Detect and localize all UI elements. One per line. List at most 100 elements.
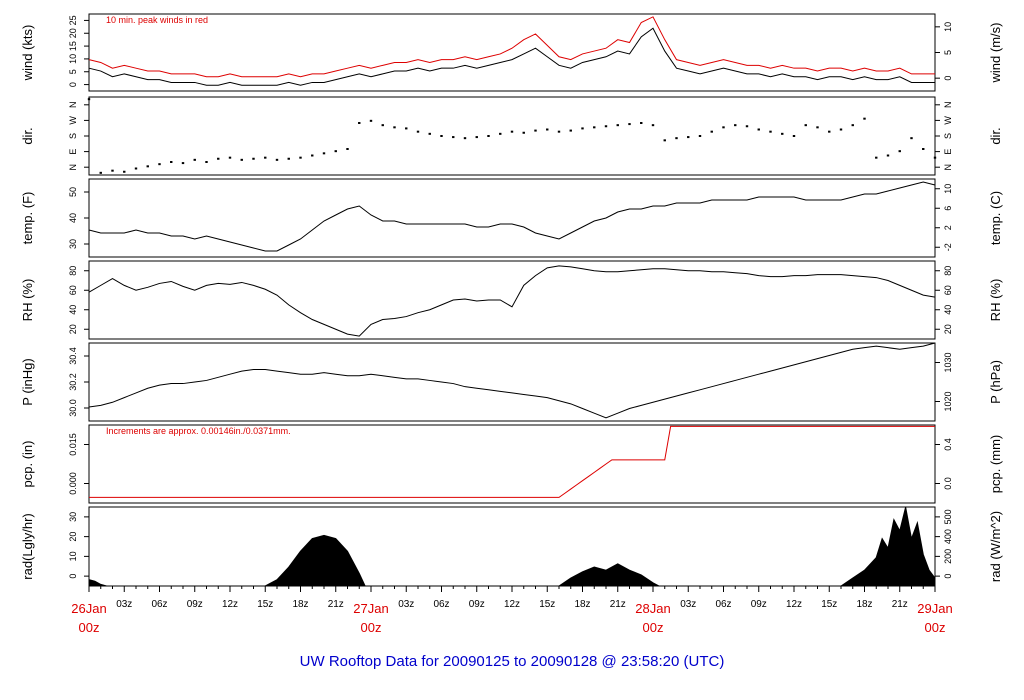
left-axis-label: dir. — [20, 127, 35, 144]
right-tick-label: 60 — [943, 285, 953, 295]
left-tick-label: 50 — [68, 187, 78, 197]
data-point — [440, 135, 443, 137]
left-tick-label: 30.0 — [68, 399, 78, 417]
hour-label: 15z — [539, 599, 555, 610]
series-line-0 — [88, 342, 936, 419]
data-point — [487, 135, 490, 137]
chart-panel-4: P (inHg) P (hPa) 30.0 30.2 30.4 1020 1030 — [20, 342, 1003, 422]
hour-label: 09z — [751, 599, 767, 610]
left-tick-label: 10 — [68, 551, 78, 561]
left-tick-label: 0 — [68, 82, 78, 87]
series-line-0 — [88, 27, 935, 86]
data-point — [640, 122, 643, 124]
data-point — [452, 136, 455, 139]
data-point — [499, 132, 502, 135]
right-tick-label: 5 — [943, 50, 953, 55]
hour-label: 03z — [680, 599, 696, 610]
right-tick-label: 400 — [943, 529, 953, 544]
right-axis-label: P (hPa) — [988, 360, 1003, 404]
right-tick-label: S — [943, 133, 953, 139]
right-tick-label: 10 — [943, 22, 953, 32]
left-tick-label: N — [68, 164, 78, 171]
right-axis-label: dir. — [988, 127, 1003, 144]
data-point — [393, 126, 396, 129]
right-axis-label: rad (W/m^2) — [988, 511, 1003, 582]
data-point — [769, 130, 772, 133]
right-tick-label: 0.4 — [943, 438, 953, 451]
data-point — [252, 157, 255, 160]
right-tick-label: 6 — [943, 206, 953, 211]
left-tick-label: W — [68, 116, 78, 125]
chart-panel-5: pcp. (in) pcp. (mm) 0.000 0.015 0.0 0.4 Increm… — [20, 424, 1003, 504]
data-point — [428, 132, 431, 135]
left-tick-label: 30 — [68, 512, 78, 522]
data-point — [698, 135, 702, 137]
panel-frame — [88, 506, 936, 587]
data-point — [675, 137, 678, 140]
data-point — [381, 124, 384, 127]
left-tick-label: 10 — [68, 54, 78, 64]
data-point — [264, 156, 267, 159]
data-point — [933, 156, 937, 159]
hour-label: 06z — [715, 599, 731, 610]
data-point — [534, 129, 537, 132]
data-point — [311, 154, 314, 157]
chart-panel-6: rad(Lgly/hr) rad (W/m^2) 0 10 20 30 0 200 400 500 — [20, 506, 1003, 587]
data-point — [616, 124, 619, 127]
left-tick-label: 30.2 — [68, 373, 78, 391]
data-point — [346, 148, 349, 150]
data-point — [886, 154, 890, 157]
data-point — [828, 130, 831, 133]
data-point — [863, 117, 866, 120]
chart-panel-3: RH (%) RH (%) 20 40 60 80 20 40 60 80 — [20, 260, 1003, 340]
left-tick-label: 0.000 — [68, 472, 78, 495]
hour-label: 12z — [222, 599, 238, 610]
data-point — [275, 158, 279, 161]
left-axis-label: wind (kts) — [20, 25, 35, 82]
data-point — [604, 125, 608, 128]
left-tick-label: 30 — [68, 239, 78, 249]
data-point — [358, 122, 361, 124]
right-tick-label: W — [943, 116, 953, 125]
data-point — [170, 161, 173, 163]
left-tick-label: N — [68, 102, 78, 109]
data-point — [287, 157, 290, 160]
data-point — [217, 157, 220, 160]
right-tick-label: -2 — [943, 243, 953, 251]
left-axis-label: pcp. (in) — [20, 441, 35, 488]
panel-frame — [88, 13, 936, 92]
day-time-label: 00z — [643, 620, 664, 635]
left-tick-label: 20 — [68, 532, 78, 542]
data-point — [722, 126, 725, 129]
left-axis-label: temp. (F) — [20, 192, 35, 245]
data-point — [781, 132, 784, 135]
data-point — [757, 128, 760, 131]
hour-label: 21z — [610, 599, 626, 610]
data-point — [475, 136, 478, 139]
data-point — [734, 124, 737, 127]
day-time-label: 00z — [925, 620, 946, 635]
data-point — [710, 130, 713, 133]
left-tick-label: 0.015 — [68, 433, 78, 456]
right-axis-label: wind (m/s) — [988, 23, 1003, 84]
data-point — [99, 171, 102, 174]
left-axis-label: P (inHg) — [20, 358, 35, 405]
right-tick-label: E — [943, 149, 953, 155]
left-tick-label: 80 — [68, 266, 78, 276]
hour-label: 21z — [892, 599, 908, 610]
data-point — [745, 125, 749, 128]
data-point — [910, 137, 913, 140]
left-tick-label: 25 — [68, 15, 78, 25]
day-label: 28Jan — [635, 601, 670, 616]
panel-frame — [88, 424, 936, 504]
left-tick-label: 15 — [68, 41, 78, 51]
data-point — [510, 130, 514, 133]
hour-label: 18z — [856, 599, 872, 610]
radiation-area — [88, 506, 936, 587]
right-tick-label: N — [943, 102, 953, 109]
left-tick-label: 0 — [68, 574, 78, 579]
left-tick-label: S — [68, 133, 78, 139]
data-point — [405, 127, 408, 130]
hour-label: 18z — [574, 599, 590, 610]
